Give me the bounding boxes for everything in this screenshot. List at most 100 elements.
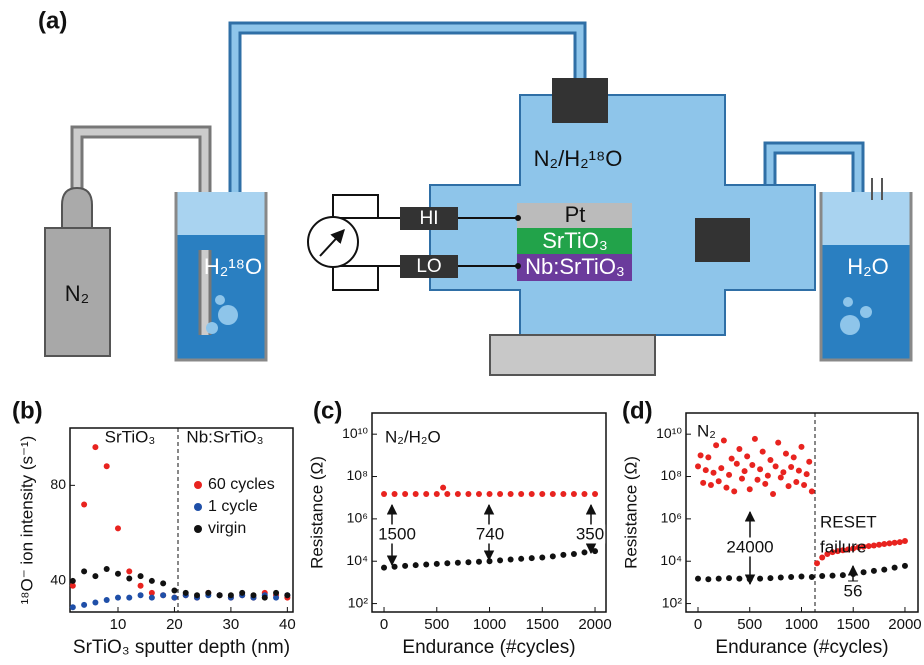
data-point bbox=[433, 490, 440, 497]
data-point bbox=[764, 472, 771, 479]
data-point bbox=[103, 565, 110, 572]
data-point bbox=[273, 594, 280, 601]
data-point bbox=[751, 435, 758, 442]
data-point bbox=[560, 551, 567, 558]
water-label: H₂O bbox=[847, 254, 889, 279]
layer-label: Nb:SrTiO₃ bbox=[525, 254, 625, 279]
legend-label: 60 cycles bbox=[208, 476, 275, 493]
data-point bbox=[736, 445, 743, 452]
beaker bbox=[174, 192, 268, 362]
annotation: 24000 bbox=[726, 537, 773, 556]
y-tick-label: 40 bbox=[50, 572, 66, 588]
data-point bbox=[114, 594, 121, 601]
data-point bbox=[261, 594, 268, 601]
data-point bbox=[528, 490, 535, 497]
data-point bbox=[798, 573, 805, 580]
data-point bbox=[454, 490, 461, 497]
legend-marker bbox=[194, 503, 202, 511]
data-point bbox=[881, 566, 888, 573]
y-tick-label: 10¹⁰ bbox=[656, 425, 682, 441]
x-tick-label: 500 bbox=[737, 616, 762, 633]
data-point bbox=[69, 604, 76, 611]
data-point bbox=[718, 465, 725, 472]
data-point bbox=[250, 592, 257, 599]
label-bg bbox=[725, 537, 775, 557]
data-point bbox=[707, 481, 714, 488]
data-point bbox=[160, 592, 167, 599]
data-point bbox=[148, 589, 155, 596]
x-tick-label: 1000 bbox=[473, 616, 506, 633]
layer-label: Pt bbox=[565, 202, 586, 227]
data-point bbox=[759, 448, 766, 455]
data-point bbox=[194, 592, 201, 599]
data-point bbox=[839, 547, 846, 554]
data-point bbox=[216, 592, 223, 599]
data-point bbox=[486, 490, 493, 497]
chamber-label: N₂/H₂¹⁸O bbox=[534, 146, 623, 171]
data-point bbox=[454, 559, 461, 566]
label-bg bbox=[377, 524, 417, 544]
data-point bbox=[850, 545, 857, 552]
data-point bbox=[518, 555, 525, 562]
data-point bbox=[746, 486, 753, 493]
y-tick-label: 10⁶ bbox=[661, 510, 682, 526]
data-point bbox=[705, 576, 712, 583]
data-point bbox=[81, 601, 88, 608]
data-point bbox=[592, 548, 599, 555]
panel-label: (d) bbox=[622, 397, 653, 424]
data-point bbox=[726, 575, 733, 582]
data-point bbox=[539, 490, 546, 497]
data-point bbox=[69, 577, 76, 584]
data-point bbox=[777, 474, 784, 481]
data-point bbox=[92, 573, 99, 580]
data-point bbox=[896, 539, 903, 546]
lo-label: LO bbox=[416, 256, 441, 277]
data-point bbox=[402, 490, 409, 497]
y-tick-label: 10⁸ bbox=[347, 467, 369, 483]
data-point bbox=[767, 575, 774, 582]
x-tick-label: 40 bbox=[279, 616, 296, 633]
data-point bbox=[777, 574, 784, 581]
data-point bbox=[772, 463, 779, 470]
annotation: 56 bbox=[844, 581, 863, 600]
data-point bbox=[710, 469, 717, 476]
data-point bbox=[171, 587, 178, 594]
data-point bbox=[148, 594, 155, 601]
connector bbox=[695, 218, 750, 262]
data-point bbox=[736, 575, 743, 582]
bubble bbox=[843, 297, 853, 307]
x-tick-label: 2000 bbox=[578, 616, 611, 633]
bubble bbox=[840, 315, 860, 335]
plot-frame bbox=[371, 412, 607, 613]
data-point bbox=[715, 575, 722, 582]
data-point bbox=[865, 543, 872, 550]
bubble bbox=[860, 306, 872, 318]
data-point bbox=[741, 468, 748, 475]
data-point bbox=[539, 554, 546, 561]
data-point bbox=[114, 525, 121, 532]
hi-label: HI bbox=[420, 208, 439, 229]
data-point bbox=[160, 580, 167, 587]
data-point bbox=[69, 582, 76, 589]
data-point bbox=[412, 562, 419, 569]
data-point bbox=[391, 490, 398, 497]
data-point bbox=[695, 575, 702, 582]
contact bbox=[515, 215, 521, 221]
x-tick-label: 2000 bbox=[888, 616, 921, 633]
data-point bbox=[570, 490, 577, 497]
data-point bbox=[549, 553, 556, 560]
data-point bbox=[137, 582, 144, 589]
data-point bbox=[92, 444, 99, 451]
data-point bbox=[829, 572, 836, 579]
data-point bbox=[182, 589, 189, 596]
data-point bbox=[891, 564, 898, 571]
data-point bbox=[465, 559, 472, 566]
data-point bbox=[549, 490, 556, 497]
data-point bbox=[876, 541, 883, 548]
legend-label: virgin bbox=[208, 520, 246, 537]
bubble bbox=[215, 295, 225, 305]
data-point bbox=[713, 442, 720, 449]
data-point bbox=[860, 569, 867, 576]
data-point bbox=[780, 469, 787, 476]
data-point bbox=[423, 490, 430, 497]
